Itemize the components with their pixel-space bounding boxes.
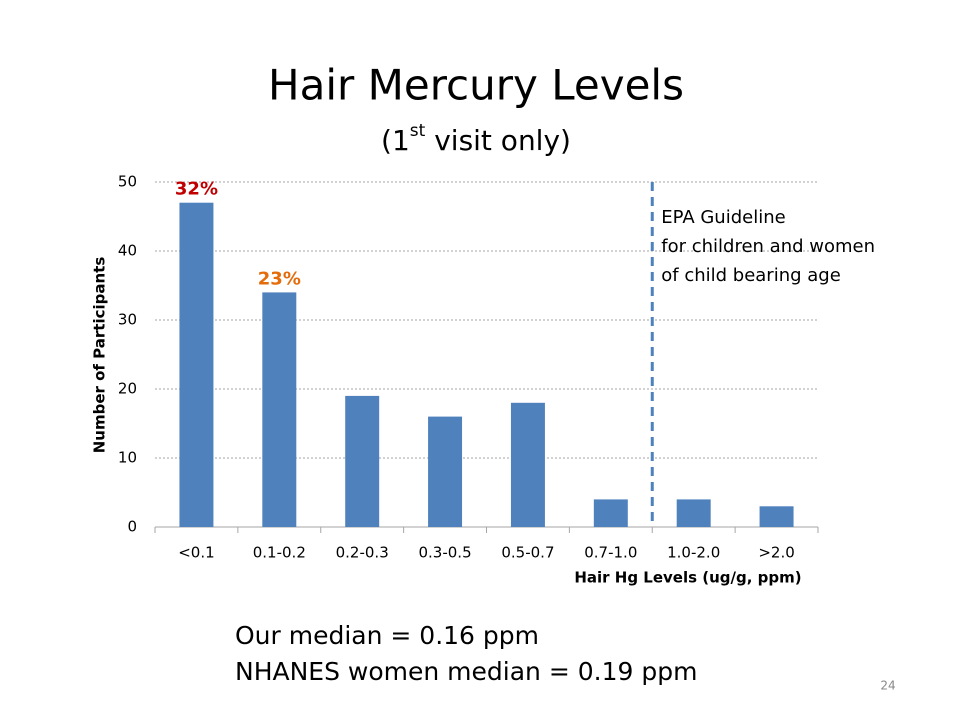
bar — [262, 292, 297, 527]
annotation: 23% — [258, 268, 301, 289]
x-tick-label: >2.0 — [758, 544, 794, 562]
y-tick-label: 20 — [118, 380, 137, 398]
page-number: 24 — [880, 679, 895, 693]
chart-subtitle: (1st visit only) — [381, 121, 571, 157]
note: Our median = 0.16 ppm — [235, 621, 539, 650]
y-tick-label: 40 — [118, 242, 137, 260]
guideline-label: of child bearing age — [661, 265, 841, 286]
y-tick-label: 30 — [118, 311, 137, 329]
note: NHANES women median = 0.19 ppm — [235, 657, 697, 686]
bar — [593, 499, 628, 527]
y-axis-label: Number of Participants — [91, 257, 109, 454]
subtitle-text: (1 — [381, 124, 410, 157]
x-axis-label: Hair Hg Levels (ug/g, ppm) — [574, 569, 801, 587]
y-tick-label: 0 — [127, 518, 137, 536]
bar — [179, 202, 214, 527]
bar — [676, 499, 711, 527]
x-tick-label: 0.7-1.0 — [584, 544, 637, 562]
subtitle-text: visit only) — [425, 124, 571, 157]
subtitle-sup: st — [410, 121, 426, 141]
bar — [428, 416, 463, 527]
y-tick-label: 50 — [118, 173, 137, 191]
bar — [345, 395, 380, 527]
chart-title: Hair Mercury Levels — [268, 61, 684, 110]
y-tick-label: 10 — [118, 449, 137, 467]
guideline-label: EPA Guideline — [661, 207, 785, 228]
x-tick-label: 1.0-2.0 — [667, 544, 720, 562]
x-tick-label: 0.3-0.5 — [419, 544, 472, 562]
x-tick-label: 0.5-0.7 — [501, 544, 554, 562]
bar — [510, 402, 545, 527]
x-tick-label: 0.2-0.3 — [336, 544, 389, 562]
guideline-label: for children and women — [661, 236, 875, 257]
x-tick-label: <0.1 — [178, 544, 214, 562]
bar — [759, 506, 794, 527]
annotation: 32% — [175, 179, 218, 200]
x-tick-label: 0.1-0.2 — [253, 544, 306, 562]
